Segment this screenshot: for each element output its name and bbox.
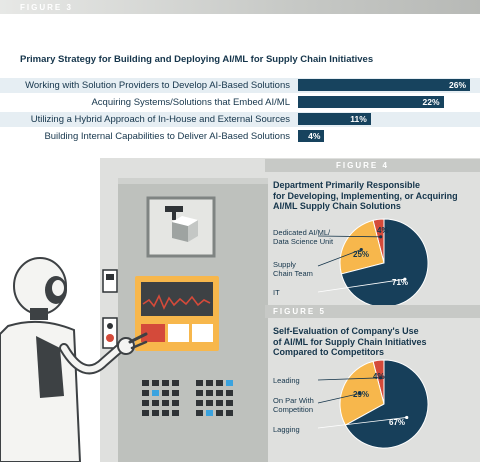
pie-value-label: 4% — [373, 372, 385, 381]
pie-leader-dot — [379, 376, 383, 380]
pie-slice — [344, 359, 429, 449]
figure5-title-line: Compared to Competitors — [273, 347, 385, 357]
pie-value-label: 4% — [377, 226, 389, 235]
figure4-label: FIGURE 4 — [336, 161, 389, 170]
figure4-category-line: IT — [273, 288, 280, 297]
bar-value-label: 11% — [350, 114, 367, 124]
pie-leader-line — [317, 417, 407, 429]
figure4-leader-lines — [317, 235, 407, 293]
pie-leader-line — [317, 377, 381, 381]
bar-category-label: Utilizing a Hybrid Approach of In-House … — [30, 114, 290, 125]
figure4-category-line: Data Science Unit — [273, 237, 334, 246]
figure4-category-line: Dedicated AI/ML/ — [273, 228, 331, 237]
figure5-category-line: Leading — [273, 376, 300, 385]
figure5-category-label: On Par With Competition — [273, 396, 314, 414]
illustration-area: FIGURE 4 Department Primarily Responsibl… — [0, 158, 480, 462]
pie-leader-dot — [359, 247, 363, 252]
figure4-category-label: Supply Chain Team — [273, 260, 313, 278]
figure3-label: FIGURE 3 — [20, 3, 73, 12]
figure5-category-label: Leading — [273, 376, 300, 385]
bar-value-label: 4% — [308, 131, 321, 141]
pie-leader-dot — [358, 391, 362, 396]
bar — [298, 79, 470, 91]
figure4-category-label: IT — [273, 288, 280, 297]
pie-leader-dot — [405, 415, 409, 420]
figure4-title-line: for Developing, Implementing, or Acquiri… — [273, 190, 458, 201]
pie-leader-dot — [379, 235, 383, 239]
pie-value-label: 29% — [353, 390, 370, 399]
figure5-title-line: Self-Evaluation of Company's Use — [273, 326, 419, 336]
figure5-slices — [339, 359, 429, 449]
figure4-category-line: Chain Team — [273, 269, 313, 278]
figure5-pie-chart — [317, 359, 429, 449]
pie-slice — [339, 360, 385, 426]
figure4-title-line: AI/ML Supply Chain Solutions — [273, 201, 401, 211]
figure4-header-band — [265, 159, 480, 172]
figure4-title-line: Department Primarily Responsible — [273, 180, 421, 190]
bar-category-label: Building Internal Capabilities to Delive… — [44, 131, 290, 142]
pie-slice — [339, 219, 385, 275]
figure5-category-line: On Par With — [273, 396, 314, 405]
figure4-category-line: Supply — [273, 260, 296, 269]
pie-leader-line — [317, 278, 405, 293]
bar-value-label: 26% — [448, 80, 466, 90]
figure5-leader-lines — [317, 376, 409, 429]
pie-leader-line — [317, 393, 360, 404]
figure4-pie-chart — [317, 218, 429, 308]
pie-leader-line — [317, 235, 381, 238]
figure5-title: Self-Evaluation of Company's Use of AI/M… — [273, 326, 473, 358]
bar-value-label: 22% — [422, 97, 440, 107]
pie-value-label: 67% — [389, 418, 406, 427]
figure5-category-line: Competition — [273, 405, 314, 414]
bar — [298, 130, 325, 142]
pie-leader-dot — [403, 277, 407, 281]
figure3-header-band — [0, 0, 480, 14]
bar — [298, 96, 444, 108]
bar — [298, 113, 371, 125]
pie-value-label: 25% — [353, 250, 370, 259]
figure5-header-band — [265, 305, 480, 318]
pie-leader-line — [317, 249, 362, 267]
figure5-category-label: Lagging — [273, 425, 300, 434]
figure5-title-line: of AI/ML for Supply Chain Initiatives — [273, 336, 427, 347]
bar-row-background — [0, 129, 480, 144]
bar-category-label: Working with Solution Providers to Devel… — [25, 80, 290, 91]
figure4-category-label: Dedicated AI/ML/ Data Science Unit — [273, 228, 333, 246]
figure5-label: FIGURE 5 — [273, 307, 326, 316]
bar-category-label: Acquiring Systems/Solutions that Embed A… — [91, 97, 290, 108]
figure3-title: Primary Strategy for Building and Deploy… — [20, 54, 374, 65]
pie-value-label: 71% — [392, 278, 409, 287]
figure5-category-line: Lagging — [273, 425, 300, 434]
figure4-title: Department Primarily Responsible for Dev… — [273, 180, 473, 212]
